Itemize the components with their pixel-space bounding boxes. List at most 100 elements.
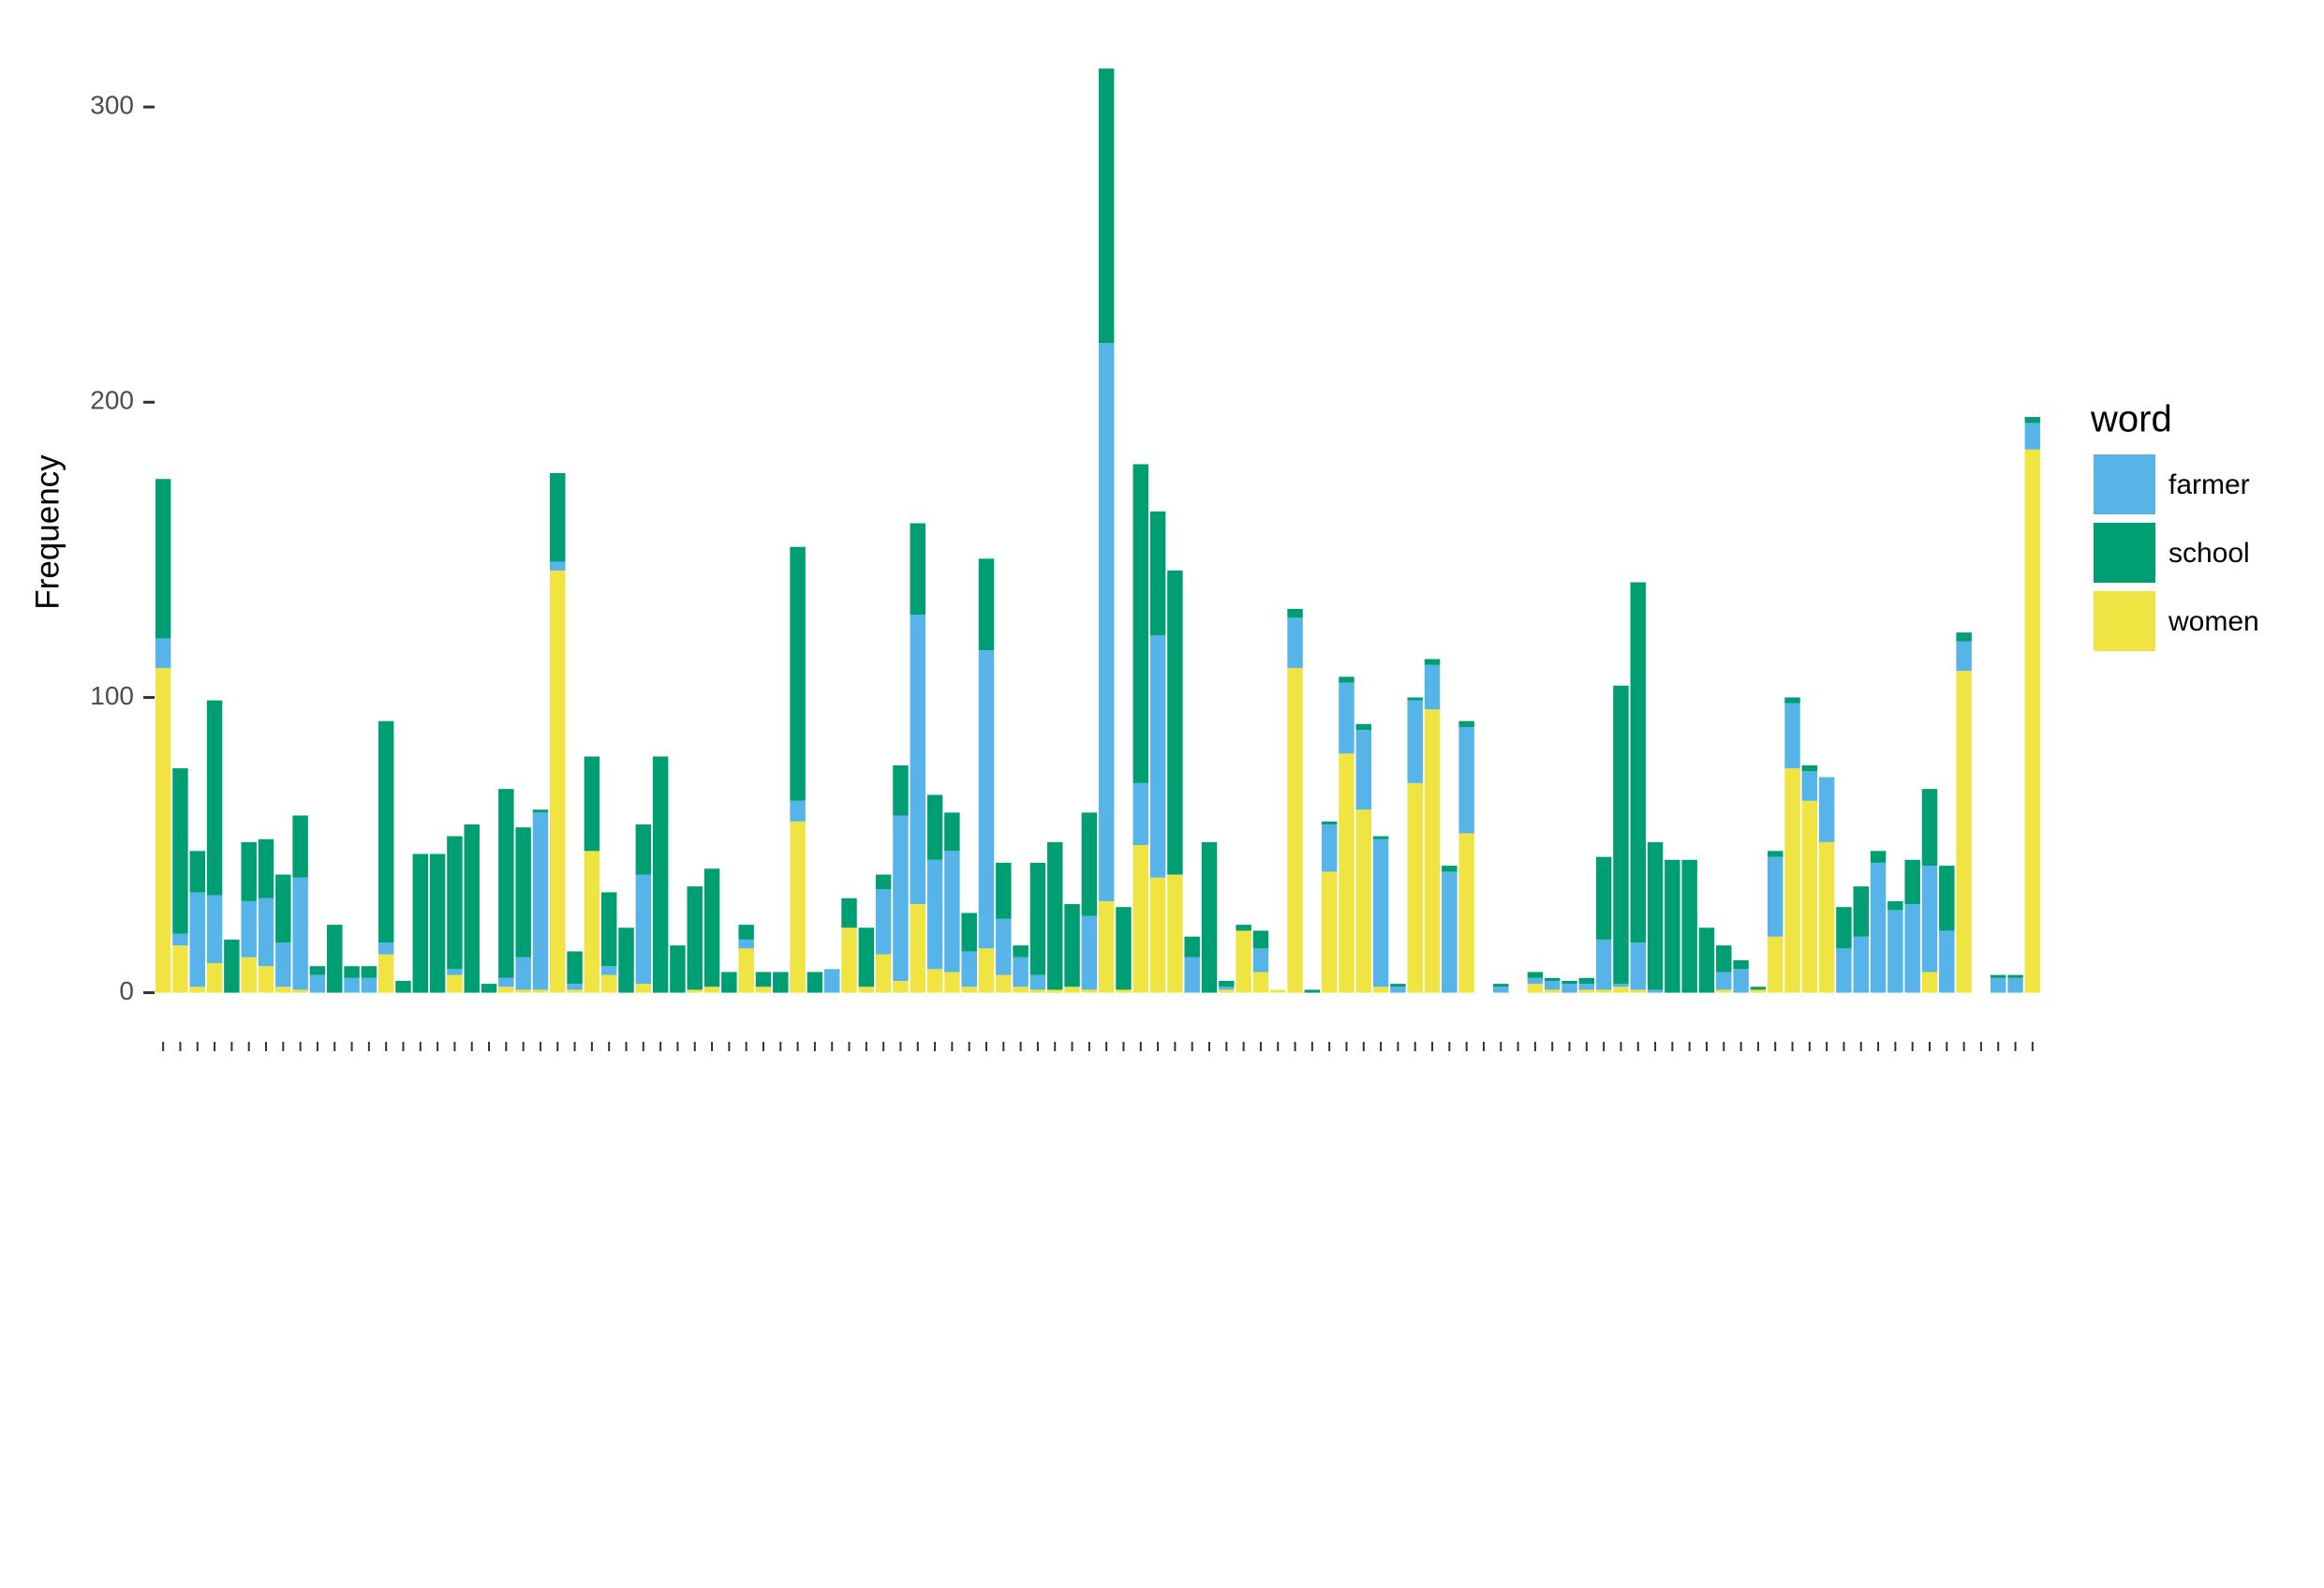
bar-segment: [155, 638, 171, 668]
bar-segment: [1252, 948, 1269, 972]
bar-segment: [309, 974, 326, 993]
legend-swatch: [2094, 523, 2155, 583]
bar-segment: [2024, 449, 2041, 993]
bar-segment: [1372, 987, 1389, 993]
bar-segment: [1767, 936, 1784, 993]
bar-segment: [893, 980, 909, 993]
bar-segment: [910, 523, 925, 616]
bar-segment: [1236, 930, 1251, 993]
bar-segment: [275, 942, 291, 987]
bar-segment: [1493, 984, 1509, 987]
bar-segment: [429, 853, 446, 993]
bar-segment: [1562, 984, 1577, 993]
bar-segment: [2007, 977, 2023, 993]
bar-segment: [1339, 682, 1354, 754]
bar-segment: [447, 974, 463, 993]
bar-segment: [447, 969, 463, 975]
bar-segment: [1801, 764, 1818, 772]
bar-segment: [206, 700, 223, 896]
y-tick-label: 200: [90, 386, 134, 415]
y-axis-title: Frequency: [29, 454, 66, 610]
bar-segment: [1698, 928, 1715, 993]
bar-segment: [910, 904, 925, 993]
bar-segment: [292, 877, 308, 990]
bar-segment: [1321, 824, 1338, 872]
bar-segment: [841, 928, 857, 993]
bar-segment: [567, 951, 583, 985]
bar-segment: [1355, 809, 1372, 993]
bar-segment: [1527, 977, 1544, 985]
bar-segment: [858, 928, 875, 987]
bar-segment: [1355, 723, 1372, 731]
y-tick-label: 0: [119, 976, 134, 1005]
bar-segment: [926, 969, 943, 993]
bar-segment: [1904, 859, 1920, 905]
bar-segment: [823, 969, 840, 993]
bar-segment: [1013, 987, 1029, 993]
bar-segment: [978, 948, 995, 993]
bar-segment: [155, 479, 171, 639]
bar-segment: [241, 841, 257, 901]
bar-segment: [1098, 343, 1115, 901]
bar-segment: [258, 839, 274, 898]
bar-segment: [1201, 841, 1218, 993]
bar-segment: [1081, 915, 1098, 990]
bar-segment: [703, 987, 720, 993]
bar-segment: [1595, 939, 1612, 990]
bar-segment: [258, 898, 274, 967]
bar-segment: [1458, 720, 1474, 727]
bar-segment: [567, 989, 583, 993]
bar-segment: [1818, 777, 1835, 842]
y-tick-label: 300: [90, 91, 134, 120]
bar-segment: [515, 827, 531, 957]
bar-segment: [1716, 989, 1732, 993]
bar-segment: [1184, 957, 1200, 993]
bar-segment: [1424, 659, 1441, 665]
bar-segment: [1149, 511, 1166, 636]
bar-segment: [1939, 930, 1955, 993]
bar-segment: [790, 821, 806, 993]
bar-segment: [1029, 862, 1046, 975]
bar-segment: [635, 984, 652, 993]
bar-segment: [1390, 987, 1406, 993]
bar-segment: [327, 925, 343, 993]
bar-segment: [1046, 841, 1063, 990]
bar-segment: [1236, 925, 1251, 931]
bar-segment: [1029, 974, 1046, 990]
bar-segment: [1665, 859, 1680, 993]
bar-segment: [275, 874, 291, 943]
legend-swatch: [2094, 591, 2155, 651]
bar-segment: [600, 974, 617, 993]
bar-segment: [1853, 886, 1869, 937]
bar-segment: [1613, 987, 1629, 993]
bar-segment: [1578, 977, 1595, 985]
bar-segment: [875, 954, 892, 993]
bar-segment: [412, 853, 429, 993]
bar-segment: [600, 966, 617, 975]
bar-segment: [1287, 667, 1303, 993]
bar-segment: [1578, 984, 1595, 990]
bar-segment: [1956, 641, 1972, 672]
bar-segment: [1219, 987, 1235, 990]
bar-segment: [1407, 700, 1423, 783]
bar-segment: [1921, 789, 1938, 867]
bar-segment: [1184, 936, 1200, 957]
bar-segment: [652, 756, 669, 993]
bar-segment: [1424, 709, 1441, 993]
bar-segment: [944, 972, 960, 993]
bar-segment: [1578, 989, 1595, 993]
bar-segment: [1562, 980, 1577, 985]
y-tick-label: 100: [90, 681, 134, 710]
bar-segment: [172, 945, 188, 993]
bar-segment: [481, 984, 497, 993]
bar-segment: [807, 972, 823, 993]
bar-segment: [309, 966, 326, 975]
bar-segment: [447, 836, 463, 970]
bar-segment: [1870, 862, 1887, 993]
bar-segment: [961, 913, 977, 952]
legend-label: farmer: [2169, 469, 2250, 500]
bar-segment: [1716, 945, 1732, 972]
bar-segment: [361, 966, 377, 978]
bar-segment: [377, 720, 394, 943]
